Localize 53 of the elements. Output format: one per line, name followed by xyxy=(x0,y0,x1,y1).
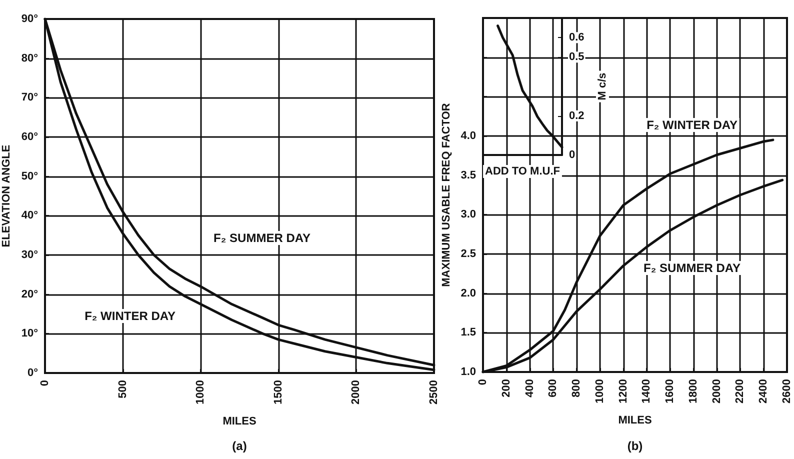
y-tick-label: 1.5 xyxy=(460,326,476,339)
y-axis-title: ELEVATION ANGLE xyxy=(0,144,12,248)
y-axis-title: M c/s xyxy=(596,72,608,100)
y-tick-label: 3.0 xyxy=(460,208,476,221)
x-tick-label: 2000 xyxy=(710,379,723,404)
x-tick-label: 800 xyxy=(570,379,583,398)
annotation: F₂ SUMMER DAY xyxy=(644,261,740,275)
y-tick-label: 4.0 xyxy=(460,130,476,142)
y-axis-title: MAXIMUM USABLE FREQ FACTOR xyxy=(440,103,452,287)
text: (a) xyxy=(232,439,247,453)
x-tick-label: 400 xyxy=(524,379,536,398)
y-tick-label: 1.0 xyxy=(460,366,476,378)
y-tick-label: 20° xyxy=(21,288,38,300)
y-tick-label: 50° xyxy=(21,170,38,182)
annotation: F₂ WINTER DAY xyxy=(84,309,176,323)
text: (b) xyxy=(627,439,643,453)
y-tick-label: 70° xyxy=(21,92,38,104)
x-tick-label: 0 xyxy=(477,379,489,386)
x-tick-label: 1800 xyxy=(687,379,700,404)
x-tick-label: 0 xyxy=(39,380,51,386)
y-tick-label: 3.5 xyxy=(460,169,476,182)
y-tick-label: 40° xyxy=(21,210,38,222)
y-tick-label: 0.2 xyxy=(569,110,584,122)
y-tick-label: 90° xyxy=(21,13,38,25)
y-tick-label: 60° xyxy=(21,131,38,143)
x-tick-label: 500 xyxy=(116,380,129,398)
x-tick-label: 200 xyxy=(500,379,512,398)
y-tick-label: 2.5 xyxy=(460,248,476,260)
x-tick-label: 2500 xyxy=(428,380,440,404)
annotation: F₂ SUMMER DAY xyxy=(214,231,310,245)
x-tick-label: 2200 xyxy=(734,379,746,404)
x-tick-label: 1600 xyxy=(664,379,676,404)
y-tick-label: 30° xyxy=(21,249,38,261)
x-tick-label: 1500 xyxy=(272,380,284,404)
x-tick-label: 1000 xyxy=(594,379,606,404)
x-axis-title: MILES xyxy=(222,416,256,428)
x-tick-label: 2000 xyxy=(350,380,362,404)
y-tick-label: 10° xyxy=(21,328,38,340)
x-axis-title: ADD TO M.U.F xyxy=(485,166,560,178)
x-tick-label: 2600 xyxy=(781,379,793,404)
y-tick-label: 2.0 xyxy=(460,287,476,300)
annotation: F₂ WINTER DAY xyxy=(646,118,738,132)
y-tick-label: 80° xyxy=(21,52,38,64)
x-tick-label: 2400 xyxy=(758,379,770,404)
y-tick-label: 0 xyxy=(569,149,576,161)
x-tick-label: 1200 xyxy=(617,379,630,404)
y-tick-label: 0.6 xyxy=(569,32,584,44)
y-tick-label: 0.5 xyxy=(569,51,584,64)
x-tick-label: 1000 xyxy=(194,380,207,404)
x-tick-label: 600 xyxy=(547,379,560,398)
y-tick-label: 0° xyxy=(27,367,38,379)
x-tick-label: 1400 xyxy=(640,379,653,404)
x-axis-title: MILES xyxy=(618,414,652,426)
